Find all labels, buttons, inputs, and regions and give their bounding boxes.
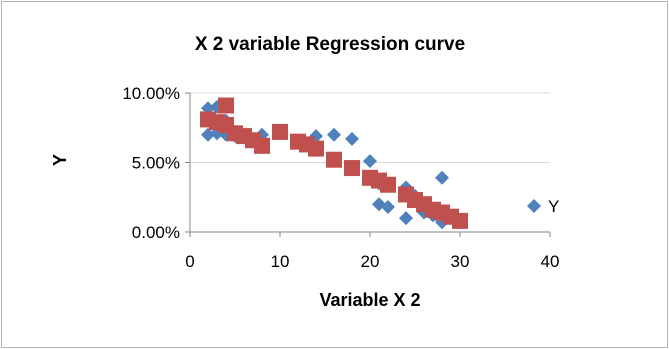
legend: Y: [527, 197, 559, 216]
y-axis-label: Y: [50, 154, 70, 166]
x-tick-label: 20: [361, 252, 380, 271]
y-tick-label: 10.00%: [122, 84, 180, 103]
point-diamond: [327, 127, 341, 142]
x-tick-label: 0: [185, 252, 194, 271]
point-diamond: [399, 211, 413, 226]
point-square: [272, 123, 288, 140]
chart-title: X 2 variable Regression curve: [195, 34, 465, 55]
point-square: [380, 176, 396, 193]
x-axis-tick-labels: 0 10 20 30 40: [185, 252, 559, 271]
point-square: [254, 137, 270, 154]
legend-label-y: Y: [548, 197, 559, 216]
point-diamond: [435, 170, 449, 185]
point-diamond: [201, 127, 215, 142]
x-axis-label: Variable X 2: [319, 290, 420, 310]
point-diamond: [381, 199, 395, 214]
x-tick-label: 30: [451, 252, 470, 271]
data-points: [200, 97, 468, 230]
point-diamond: [363, 154, 377, 169]
x-tick-label: 10: [271, 252, 290, 271]
point-square: [452, 212, 468, 229]
y-tick-label: 0.00%: [132, 223, 180, 242]
point-square: [326, 151, 342, 168]
axes: [185, 92, 551, 237]
y-axis-tick-labels: 0.00% 5.00% 10.00%: [122, 84, 180, 242]
legend-marker-diamond: [527, 199, 541, 213]
y-tick-label: 5.00%: [132, 154, 180, 173]
point-square: [218, 97, 234, 114]
x-tick-label: 40: [541, 252, 560, 271]
point-diamond: [345, 131, 359, 146]
point-square: [308, 140, 324, 157]
point-square: [344, 160, 360, 177]
